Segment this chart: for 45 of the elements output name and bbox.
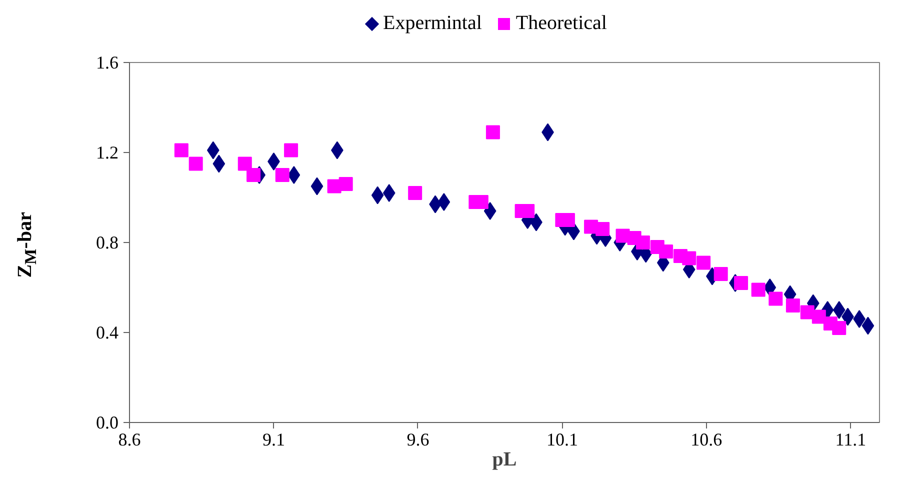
point <box>288 166 300 184</box>
point <box>275 168 290 182</box>
point <box>484 202 496 220</box>
point <box>696 256 711 270</box>
x-tick-label: 9.6 <box>406 430 430 450</box>
point <box>682 251 696 266</box>
point <box>382 184 396 202</box>
point <box>371 186 384 204</box>
point <box>310 177 324 196</box>
y-tick-label: 1.6 <box>96 52 118 72</box>
point <box>238 156 252 171</box>
y-tick-label: 1.2 <box>96 142 118 162</box>
y-tick-label: 0.4 <box>96 322 118 342</box>
point <box>338 177 353 191</box>
point <box>438 193 450 211</box>
point <box>596 222 610 236</box>
legend-label: Expermintal <box>382 12 482 34</box>
point <box>714 267 728 281</box>
x-tick-label: 8.6 <box>118 430 141 450</box>
point <box>734 276 748 290</box>
point <box>751 282 766 297</box>
point <box>832 301 846 319</box>
y-tick-label: 0.8 <box>96 232 118 252</box>
x-tick-label: 9.1 <box>262 430 285 450</box>
point <box>284 143 298 158</box>
point <box>812 310 826 324</box>
point <box>862 316 874 335</box>
point <box>786 298 800 312</box>
point <box>659 244 674 258</box>
legend-label: Theoretical <box>514 12 607 34</box>
point <box>174 143 188 158</box>
x-tick-label: 11.1 <box>835 430 866 450</box>
x-tick-label: 10.6 <box>690 430 722 450</box>
point <box>408 186 422 200</box>
point <box>832 321 846 335</box>
point <box>768 292 783 306</box>
x-axis-title: pL <box>492 448 517 470</box>
y-tick-label: 0.0 <box>96 412 118 432</box>
point <box>246 168 261 182</box>
point <box>206 141 220 160</box>
point <box>188 156 203 171</box>
point <box>486 125 500 140</box>
point <box>636 236 650 250</box>
point <box>212 154 226 173</box>
x-tick-label: 10.1 <box>546 430 578 450</box>
